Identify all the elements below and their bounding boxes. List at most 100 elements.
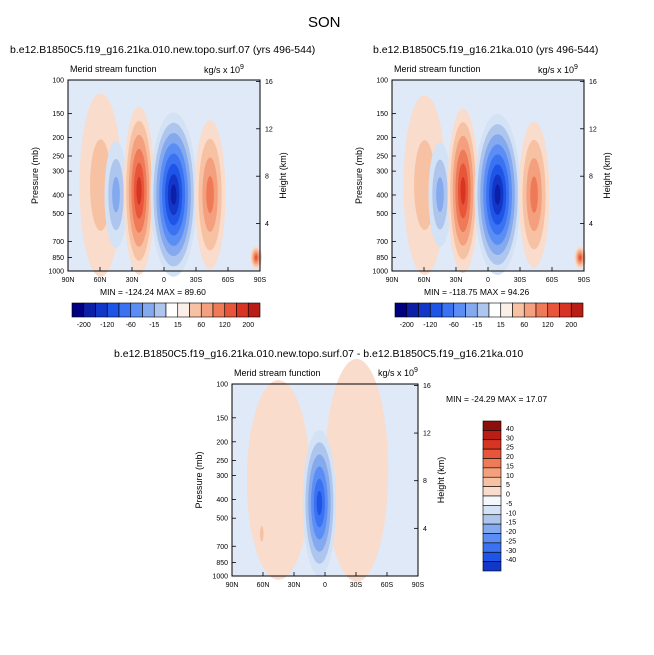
y-tick-label: 250 [52, 154, 64, 161]
contour-pos-5-0 [574, 246, 586, 269]
contour-pos-4-2 [202, 157, 218, 232]
colorbar-swatch [177, 302, 190, 318]
y-tick-label: 850 [216, 560, 228, 567]
colorbar-swatch [482, 505, 502, 516]
contour-pos-0-0 [403, 95, 446, 275]
contour-pos-1-0 [325, 359, 389, 582]
contour-pos-3-1 [259, 526, 264, 542]
plot-background [232, 384, 418, 576]
contour-neg-3-2 [480, 134, 515, 255]
colorbar-swatch [142, 302, 155, 318]
panel1-subtitle: Merid stream function [70, 64, 157, 74]
colorbar-swatch [482, 551, 502, 562]
contour-neg-3-6 [167, 174, 180, 216]
contour-neg-3-1 [477, 124, 518, 266]
contour-neg-3-5 [164, 163, 183, 226]
colorbar-label: -120 [423, 322, 437, 329]
colorbar-swatch [559, 302, 572, 318]
contour-pos-0-1 [90, 139, 112, 231]
colorbar-swatch [236, 302, 249, 318]
contour-pos-5-3 [577, 253, 583, 263]
contour-pos-4-1 [198, 138, 222, 251]
contour-pos-4-1 [522, 139, 546, 250]
y-tick-label: 100 [52, 78, 64, 85]
plot-background [392, 80, 584, 271]
y-tick-label: 500 [216, 516, 228, 523]
colorbar-swatch [83, 302, 96, 318]
colorbar-swatch [418, 302, 431, 318]
colorbar-panel1: -200 -120 -60 -15 15 60 120 200 [71, 302, 261, 329]
contour-pos-2-5 [136, 176, 142, 205]
colorbar-label: -15 [472, 322, 482, 329]
contour-pos-4-3 [206, 175, 214, 214]
contour-neg-3-7 [494, 184, 501, 205]
colorbar-label: 15 [506, 463, 514, 470]
contour-neg-3-2 [156, 133, 191, 257]
y-tick-label: 250 [216, 458, 228, 465]
colorbar-label: -200 [77, 322, 91, 329]
colorbar-swatch [482, 467, 502, 478]
contour-neg-1-1 [432, 159, 448, 230]
panel1-units: kg/s x 109 [204, 64, 244, 75]
y-tick-label: 300 [52, 169, 64, 176]
colorbar-swatch [482, 448, 502, 459]
colorbar-swatch [482, 542, 502, 553]
colorbar-swatch [71, 302, 85, 318]
contour-pos-2-3 [455, 149, 471, 232]
contour-pos-0-0 [246, 380, 311, 580]
contour-neg-3-3 [159, 143, 189, 246]
colorbar-swatch [482, 430, 502, 441]
contour-pos-4-3 [530, 176, 538, 213]
contour-neg-1-2 [112, 176, 120, 213]
panel2-plot: 90N 60N 30N 0 30S 60S 90S 100 150 200 250 300 400 500… [354, 78, 612, 285]
y-tick-label: 150 [52, 111, 64, 118]
height-tick-label: 16 [589, 79, 597, 86]
x-tick-label: 30N [288, 582, 301, 589]
colorbar-label: 15 [174, 322, 182, 329]
contour-pos-5-3 [253, 253, 259, 263]
contour-pos-2-2 [452, 135, 474, 246]
contour-pos-4-2 [526, 158, 542, 232]
contour-pos-5-2 [252, 250, 260, 265]
contour-neg-3-0 [474, 114, 521, 276]
colorbar-label: -20 [506, 529, 516, 536]
y-tick-label: 400 [52, 192, 64, 199]
contour-neg-1-0 [428, 142, 452, 248]
colorbar-label: -10 [506, 510, 516, 517]
x-tick-label: 60S [546, 277, 559, 284]
x-tick-label: 30S [350, 582, 363, 589]
contour-pos-0-1 [414, 140, 436, 230]
y-tick-label: 850 [52, 255, 64, 262]
colorbar-swatch [547, 302, 560, 318]
colorbar-label: -120 [100, 322, 114, 329]
colorbar-label: 120 [219, 322, 231, 329]
contour-pos-2-0 [123, 106, 155, 275]
y-tick-label: 700 [52, 239, 64, 246]
colorbar-swatch [482, 476, 502, 487]
colorbar-label: 30 [506, 435, 514, 442]
contour-pos-2-4 [133, 162, 145, 219]
plot-frame [391, 79, 585, 272]
colorbar-label: 0 [506, 492, 510, 499]
x-tick-label: 0 [486, 277, 490, 284]
y-tick-label: 1000 [372, 269, 388, 276]
colorbar-label: 40 [506, 426, 514, 433]
panel2-subtitle: Merid stream function [394, 64, 481, 74]
contour-neg-3-4 [486, 154, 510, 235]
colorbar-swatch [482, 514, 502, 525]
colorbar-swatch [130, 302, 143, 318]
y-tick-label: 400 [376, 192, 388, 199]
x-tick-label: 90N [386, 277, 399, 284]
contour-pos-5-1 [251, 248, 261, 267]
colorbar-label: 20 [506, 454, 514, 461]
contour-neg-2-3 [311, 466, 328, 540]
height-tick-label: 4 [265, 221, 269, 228]
plot-background [68, 80, 260, 271]
colorbar-label: -40 [506, 557, 516, 564]
contour-pos-3-0 [258, 518, 266, 550]
colorbar-swatch [106, 302, 120, 318]
y-tick-label: 200 [52, 135, 64, 142]
x-tick-label: 0 [323, 582, 327, 589]
panel3-title: b.e12.B1850C5.f19_g16.21ka.010.new.topo.… [114, 348, 524, 360]
contour-pos-5-0 [250, 246, 262, 270]
